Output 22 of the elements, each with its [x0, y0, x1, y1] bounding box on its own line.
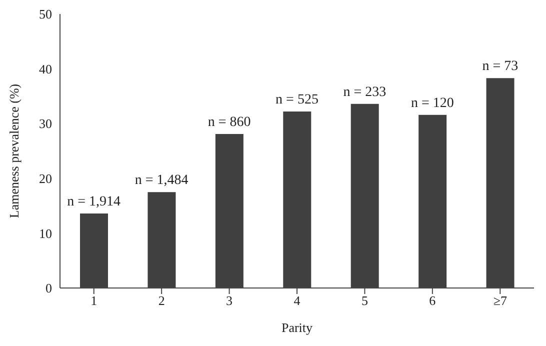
annotation: n = 1,484: [134, 173, 188, 188]
y-tick-label: 20: [39, 171, 52, 186]
annotation: n = 73: [482, 59, 518, 74]
x-tick-label: 4: [294, 293, 301, 308]
annotation: n = 860: [208, 115, 251, 130]
y-axis-title: Lameness prevalence (%): [6, 84, 22, 218]
annotation: n = 1,914: [67, 194, 121, 210]
annotation: n = 525: [276, 92, 318, 108]
x-tick-label: ≥7: [493, 293, 508, 308]
y-tick-label: 40: [39, 61, 52, 76]
x-axis-title: Parity: [281, 320, 314, 335]
annotation: n = 233: [343, 84, 386, 100]
x-tick-label: 1: [90, 293, 98, 308]
x-tick-label: 6: [429, 293, 436, 308]
y-tick-label: 10: [39, 226, 52, 241]
y-tick-label: 0: [46, 280, 52, 296]
x-tick-label: 2: [158, 293, 165, 308]
x-tick-label: 3: [226, 293, 233, 308]
y-tick-label: 30: [39, 116, 52, 132]
x-tick-label: 5: [361, 293, 368, 308]
annotation: n = 120: [410, 96, 454, 111]
y-tick-label: 50: [39, 6, 52, 22]
